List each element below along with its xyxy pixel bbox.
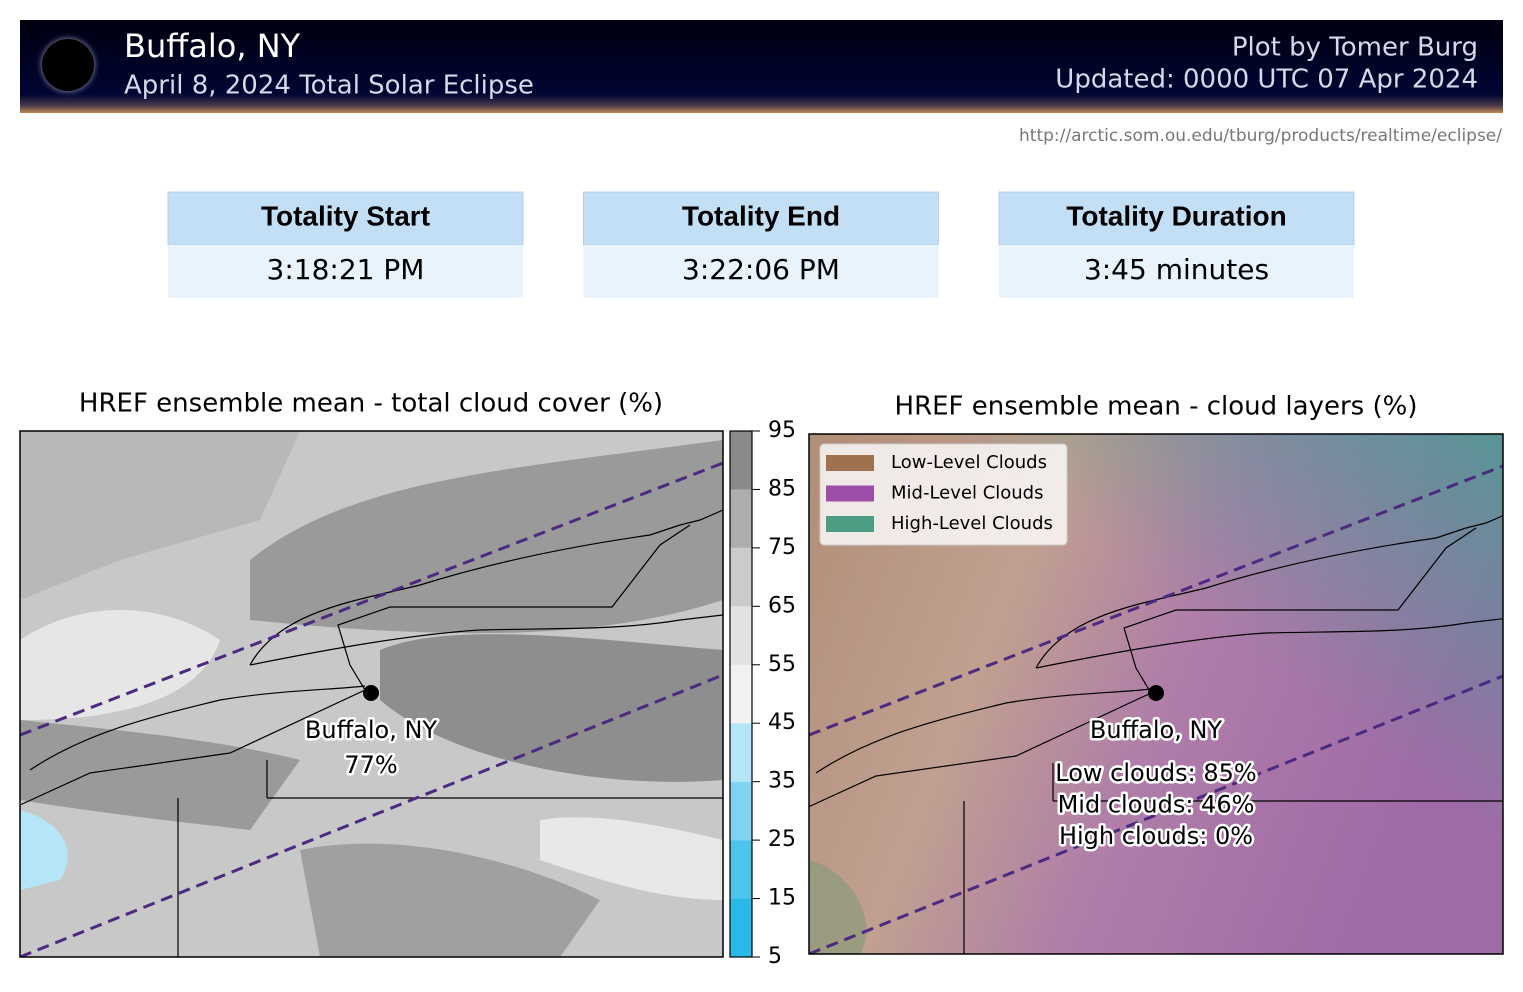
colorbar-tick-label: 95 <box>768 418 796 443</box>
city-label: Buffalo, NY <box>1090 716 1222 744</box>
colorbar-tick-label: 25 <box>768 827 796 852</box>
colorbar-tick-label: 85 <box>768 476 796 501</box>
colorbar-band <box>730 547 752 607</box>
colorbar-band <box>730 723 752 782</box>
summary-value: 3:18:21 PM <box>267 253 425 286</box>
colorbar-band <box>730 840 752 899</box>
summary: Totality Start 3:18:21 PM Totality End 3:22… <box>167 191 1355 298</box>
colorbar-band <box>730 489 752 548</box>
legend-swatch <box>826 485 874 502</box>
legend-swatch <box>826 516 874 532</box>
summary-header <box>998 191 1355 246</box>
cloud-annotation: Low clouds: 85% <box>1055 759 1256 787</box>
header-title: Buffalo, NY <box>124 27 301 65</box>
colorbar-band <box>730 898 752 957</box>
summary-header <box>167 191 524 246</box>
colorbar-tick-label: 35 <box>768 769 796 794</box>
legend-label: Mid-Level Clouds <box>891 483 1043 504</box>
summary-header <box>583 191 939 246</box>
colorbar-tick-label: 15 <box>768 886 796 911</box>
colorbar-frame <box>729 430 753 958</box>
colorbar-tick-label: 65 <box>768 593 796 618</box>
cloud-annotation: High clouds: 0% <box>1059 822 1253 850</box>
colorbar-band <box>730 431 752 490</box>
summary-value: 3:22:06 PM <box>682 253 840 286</box>
summary-body <box>583 245 939 298</box>
summary-label: Totality End <box>682 200 840 231</box>
summary-label: Totality Duration <box>1066 200 1286 231</box>
header-credit: Plot by Tomer Burg <box>1232 33 1478 63</box>
header-updated: Updated: 0000 UTC 07 Apr 2024 <box>1055 65 1478 95</box>
colorbar-tick-label: 55 <box>768 652 796 677</box>
cloud-value: 77% <box>344 751 397 779</box>
map-frame <box>808 433 1504 955</box>
legend: Low-Level Clouds Mid-Level Clouds High-Lev… <box>826 452 1053 534</box>
city-dot <box>1148 685 1164 701</box>
colorbar-tick-label: 45 <box>768 710 796 735</box>
header-subtitle: April 8, 2024 Total Solar Eclipse <box>124 71 534 101</box>
annotations: Low clouds: 85% Mid clouds: 46% High cloud… <box>1053 757 1259 853</box>
map-title: HREF ensemble mean - cloud layers (%) <box>895 392 1418 422</box>
legend-swatch <box>826 455 874 471</box>
map-frame <box>19 430 724 958</box>
header-bar <box>20 20 1503 113</box>
legend-label: Low-Level Clouds <box>891 452 1047 473</box>
summary-body <box>168 245 523 298</box>
url: http://arctic.som.ou.edu/tburg/products/… <box>1019 126 1502 146</box>
city-label: Buffalo, NY <box>305 716 437 744</box>
colorbar-tick-label: 5 <box>768 944 782 969</box>
summary-body <box>999 245 1354 298</box>
summary-value: 3:45 minutes <box>1084 253 1269 286</box>
map-title: HREF ensemble mean - total cloud cover (… <box>79 389 663 419</box>
colorbar-tick-label: 75 <box>768 535 796 560</box>
cloud-annotation: Mid clouds: 46% <box>1058 791 1255 819</box>
legend-box <box>819 443 1068 546</box>
eclipse-icon <box>42 39 94 91</box>
cloud-map <box>20 431 723 957</box>
colorbar-band <box>730 781 752 841</box>
colorbar: 5 15 25 35 45 55 65 75 85 95 <box>729 418 796 969</box>
colorbar-band <box>730 606 752 665</box>
city-dot <box>363 685 379 701</box>
colorbar-band <box>730 664 752 724</box>
summary-label: Totality Start <box>261 200 430 231</box>
legend-label: High-Level Clouds <box>891 513 1053 534</box>
